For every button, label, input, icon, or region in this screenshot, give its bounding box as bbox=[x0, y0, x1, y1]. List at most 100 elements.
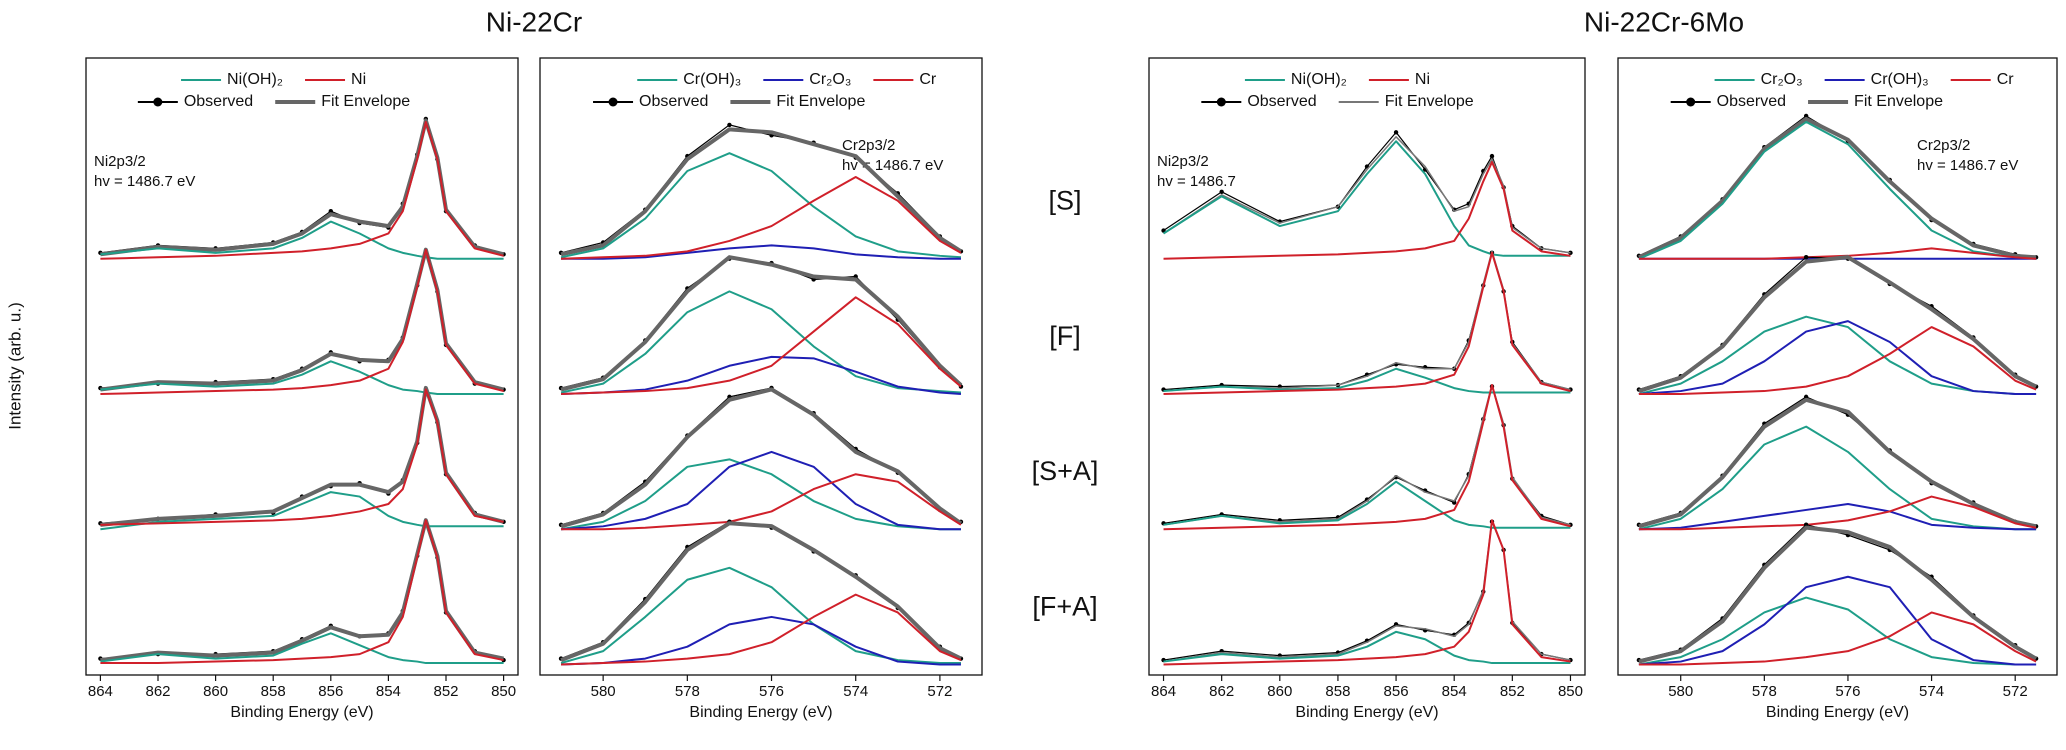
observed-point bbox=[1803, 113, 1809, 119]
x-tick-label: 864 bbox=[1151, 683, 1176, 700]
x-tick-label: 854 bbox=[1442, 683, 1467, 700]
spectrum-line bbox=[1638, 425, 2037, 531]
spectrum-line bbox=[1162, 140, 1571, 257]
spectrum-line bbox=[561, 175, 962, 260]
annotation: hv = 1486.7 eV bbox=[94, 173, 195, 190]
observed-line bbox=[1163, 131, 1571, 254]
legend-marker bbox=[1686, 97, 1696, 107]
x-tick-label: 850 bbox=[1558, 683, 1583, 700]
x-tick-label: 572 bbox=[2003, 683, 2028, 700]
spectrum-line bbox=[1638, 326, 2037, 396]
plot-frame bbox=[1617, 57, 2058, 676]
spectrum-line bbox=[1638, 255, 2037, 393]
observed-point bbox=[1803, 394, 1809, 400]
spectrum-line bbox=[1163, 630, 1571, 665]
spectrum-line bbox=[1163, 136, 1571, 254]
x-tick-label: 864 bbox=[88, 683, 113, 700]
legend-label: Cr bbox=[1997, 71, 2015, 88]
spectrum-line bbox=[1638, 397, 2037, 529]
spectrum-line bbox=[1638, 575, 2037, 666]
legend-label: Ni bbox=[351, 71, 366, 88]
annotation: hv = 1486.7 bbox=[1157, 173, 1236, 190]
spectrum-line bbox=[100, 248, 504, 396]
legend-label: Observed bbox=[184, 93, 253, 110]
legend-marker bbox=[1216, 97, 1226, 107]
legend-label: Cr bbox=[919, 71, 937, 88]
legend-label: Observed bbox=[639, 93, 708, 110]
observed-point bbox=[1393, 130, 1399, 135]
spectrum-line bbox=[1163, 480, 1571, 529]
x-tick-label: 862 bbox=[1209, 683, 1234, 700]
observed-line bbox=[560, 521, 962, 660]
spectrum-line bbox=[1638, 120, 2037, 260]
spectrum-line bbox=[560, 450, 961, 531]
spectrum-line bbox=[100, 247, 505, 392]
spectrum-line bbox=[561, 473, 962, 531]
x-axis-label: Binding Energy (eV) bbox=[230, 704, 373, 721]
spectrum-line bbox=[561, 615, 961, 666]
x-tick-label: 580 bbox=[1668, 683, 1693, 700]
x-axis-label: Binding Energy (eV) bbox=[1295, 704, 1438, 721]
condition-label: [F] bbox=[1049, 321, 1081, 351]
x-tick-label: 576 bbox=[1835, 683, 1860, 700]
spectrum-line bbox=[1163, 519, 1571, 666]
spectrum-line bbox=[560, 152, 962, 259]
x-tick-label: 578 bbox=[1752, 683, 1777, 700]
spectrum-line bbox=[1638, 502, 2037, 531]
legend-marker bbox=[608, 97, 618, 107]
spectrum-line bbox=[1638, 320, 2037, 396]
spectrum-line bbox=[1638, 611, 2037, 666]
spectrum-line bbox=[560, 458, 961, 531]
group-title: Ni-22Cr bbox=[486, 6, 582, 37]
x-tick-label: 578 bbox=[675, 683, 700, 700]
observed-point bbox=[328, 208, 333, 214]
x-tick-label: 574 bbox=[1919, 683, 1944, 700]
legend-label: Observed bbox=[1247, 93, 1316, 110]
x-tick-label: 858 bbox=[1325, 683, 1350, 700]
x-tick-label: 860 bbox=[1267, 683, 1292, 700]
spectrum-line bbox=[560, 255, 963, 392]
spectrum-line bbox=[1638, 315, 2037, 396]
observed-point bbox=[1803, 254, 1809, 260]
legend-label: Cr(OH)₃ bbox=[683, 71, 741, 88]
legend-label: Cr(OH)₃ bbox=[1871, 71, 1929, 88]
observed-line bbox=[560, 124, 962, 254]
spectrum-line bbox=[1638, 596, 2037, 666]
x-tick-label: 850 bbox=[491, 683, 516, 700]
spectrum-line bbox=[100, 360, 504, 396]
legend-label: Ni bbox=[1415, 71, 1430, 88]
legend-label: Fit Envelope bbox=[1385, 93, 1474, 110]
condition-label: [S+A] bbox=[1032, 456, 1099, 486]
x-tick-label: 854 bbox=[376, 683, 401, 700]
spectrum-line bbox=[560, 387, 963, 529]
spectrum-line bbox=[1163, 161, 1571, 260]
spectrum-line bbox=[560, 290, 962, 394]
group-title: Ni-22Cr-6Mo bbox=[1584, 6, 1744, 37]
x-tick-label: 574 bbox=[843, 683, 868, 700]
condition-label: [S] bbox=[1048, 186, 1081, 216]
x-tick-label: 580 bbox=[591, 683, 616, 700]
condition-label: [F+A] bbox=[1032, 591, 1097, 621]
spectrum-line bbox=[1638, 116, 2037, 260]
plot-frame bbox=[539, 57, 983, 676]
spectrum-line bbox=[100, 120, 504, 260]
plot-frame bbox=[1148, 57, 1586, 676]
spectrum-line bbox=[100, 519, 504, 665]
y-axis-label: Intensity (arb. u.) bbox=[5, 302, 24, 430]
x-tick-label: 862 bbox=[145, 683, 170, 700]
annotation: hv = 1486.7 eV bbox=[1917, 157, 2018, 174]
x-tick-label: 856 bbox=[1384, 683, 1409, 700]
legend-label: Fit Envelope bbox=[321, 93, 410, 110]
legend-label: Cr₂O₃ bbox=[809, 71, 851, 88]
spectrum-line bbox=[560, 127, 963, 257]
legend-label: Ni(OH)₂ bbox=[227, 71, 283, 88]
legend-marker bbox=[153, 97, 163, 107]
annotation: Cr2p3/2 bbox=[1917, 137, 1970, 154]
plot-frame bbox=[85, 57, 519, 676]
spectrum-line bbox=[560, 566, 961, 665]
annotation: Ni2p3/2 bbox=[1157, 153, 1209, 170]
observed-point bbox=[1489, 153, 1495, 159]
spectrum-line bbox=[100, 388, 504, 526]
x-tick-label: 852 bbox=[1500, 683, 1525, 700]
